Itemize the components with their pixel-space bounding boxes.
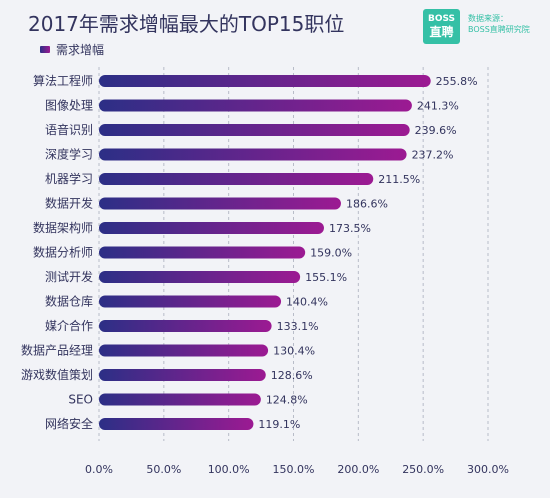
bar: [99, 344, 269, 357]
bar: [99, 173, 374, 185]
data-label: 211.5%: [378, 173, 420, 186]
x-tick-label: 0.0%: [85, 463, 113, 476]
category-label: 媒介合作: [45, 318, 93, 333]
data-label: 133.1%: [277, 320, 319, 333]
data-label: 241.3%: [417, 100, 459, 113]
bar: [99, 75, 431, 87]
data-label: 186.6%: [346, 198, 388, 211]
legend-label: 需求增幅: [56, 43, 105, 57]
category-label: SEO: [68, 393, 93, 407]
category-label: 数据架构师: [33, 220, 93, 235]
boss-logo: BOSS 直聘: [423, 9, 460, 44]
bar: [99, 320, 272, 332]
bar: [99, 246, 306, 259]
data-label: 159.0%: [310, 247, 352, 260]
category-label: 数据分析师: [33, 245, 93, 260]
category-label: 图像处理: [45, 99, 93, 113]
bar: [99, 271, 301, 283]
data-label: 124.8%: [266, 394, 308, 407]
chart-legend: 需求增幅: [40, 41, 104, 58]
data-label: 255.8%: [436, 75, 478, 88]
category-label: 网络安全: [45, 416, 93, 431]
x-tick-label: 100.0%: [208, 463, 250, 476]
x-tick-label: 50.0%: [146, 463, 181, 476]
bar: [99, 148, 407, 161]
chart-title: 2017年需求增幅最大的TOP15职位: [28, 12, 345, 36]
data-label: 239.6%: [415, 124, 457, 137]
category-label: 数据仓库: [45, 294, 93, 309]
bar: [99, 124, 410, 136]
data-label: 155.1%: [305, 271, 347, 284]
category-label: 游戏数值策划: [21, 367, 93, 382]
category-label: 测试开发: [45, 269, 93, 284]
data-label: 140.4%: [286, 296, 328, 309]
category-label: 深度学习: [45, 147, 93, 162]
x-tick-label: 150.0%: [273, 463, 315, 476]
data-label: 128.6%: [271, 369, 313, 382]
category-label: 语音识别: [45, 122, 93, 137]
category-label: 算法工程师: [33, 73, 93, 88]
data-label: 237.2%: [412, 149, 454, 162]
logo-text-bottom: 直聘: [429, 25, 454, 39]
bar: [99, 295, 282, 308]
data-label: 130.4%: [273, 345, 315, 358]
x-tick-label: 250.0%: [402, 463, 444, 476]
category-label: 数据开发: [45, 196, 93, 211]
bar: [99, 99, 412, 112]
bar: [99, 222, 324, 234]
bar: [99, 369, 266, 381]
bar: [99, 197, 341, 210]
category-label: 数据产品经理: [21, 343, 93, 358]
source-value: BOSS直聘研究院: [468, 25, 530, 34]
category-label: 机器学习: [45, 171, 93, 186]
bar: [99, 418, 254, 430]
source-label: 数据来源：: [468, 14, 508, 23]
x-tick-label: 200.0%: [337, 463, 379, 476]
logo-text-top: BOSS: [427, 14, 456, 24]
x-tick-label: 300.0%: [467, 463, 509, 476]
bar: [99, 393, 261, 406]
data-label: 119.1%: [258, 418, 300, 431]
legend-swatch: [40, 46, 50, 53]
data-source: 数据来源： BOSS直聘研究院: [468, 13, 530, 35]
data-label: 173.5%: [329, 222, 371, 235]
